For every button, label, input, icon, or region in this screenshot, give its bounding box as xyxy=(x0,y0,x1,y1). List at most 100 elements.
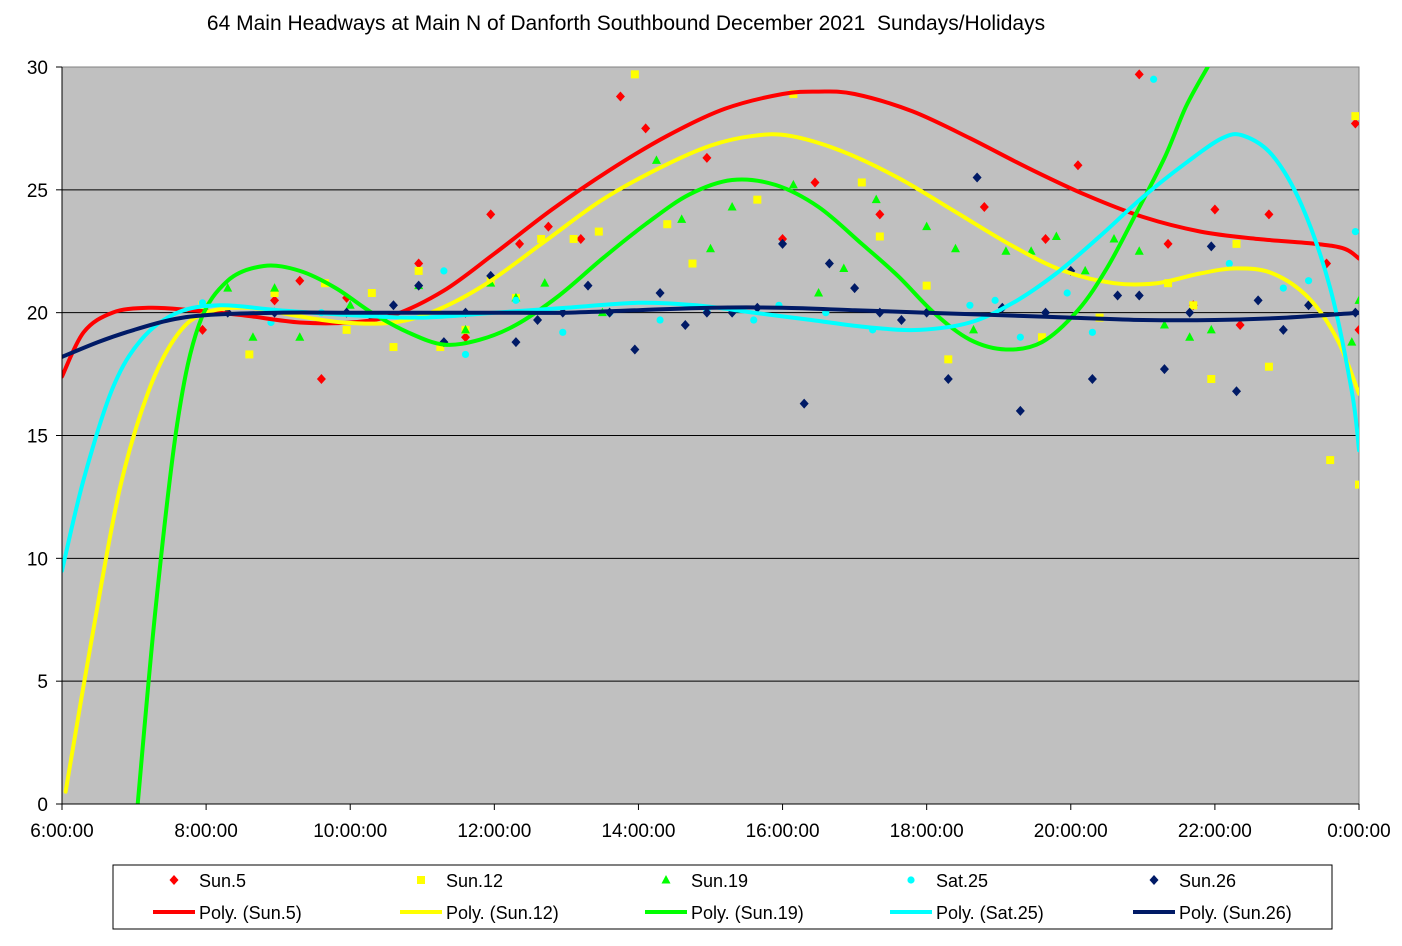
data-point xyxy=(1264,209,1274,220)
data-point xyxy=(1185,332,1195,341)
data-point xyxy=(810,177,820,188)
legend-trend-label: Poly. (Sat.25) xyxy=(936,903,1044,923)
data-point xyxy=(950,243,960,253)
y-tick-label: 25 xyxy=(27,181,48,202)
y-tick-label: 0 xyxy=(37,795,48,816)
data-point xyxy=(778,238,788,249)
data-point xyxy=(1355,480,1359,489)
data-point xyxy=(656,316,664,324)
data-point xyxy=(1001,246,1011,255)
data-point xyxy=(702,307,712,318)
data-point xyxy=(1134,69,1144,80)
data-point xyxy=(1051,231,1061,241)
data-point xyxy=(1225,259,1233,268)
data-point xyxy=(944,355,953,364)
data-point xyxy=(615,91,625,102)
data-point xyxy=(515,238,525,249)
data-point xyxy=(1350,118,1359,129)
data-point xyxy=(824,258,834,269)
data-point xyxy=(1087,373,1097,384)
x-tick-label: 18:00:00 xyxy=(890,821,964,842)
legend-label: Sun.19 xyxy=(691,871,748,891)
data-point xyxy=(922,281,931,290)
data-point xyxy=(223,283,233,292)
data-point xyxy=(680,319,690,330)
data-point xyxy=(569,234,578,243)
data-point xyxy=(1063,289,1071,297)
data-point xyxy=(388,300,398,311)
data-point xyxy=(1326,456,1335,465)
data-point xyxy=(1206,241,1216,252)
data-point xyxy=(1041,233,1051,244)
legend-marker xyxy=(661,875,671,884)
data-point xyxy=(1080,265,1090,275)
data-point xyxy=(295,332,305,341)
data-point xyxy=(486,209,496,220)
legend-label: Sat.25 xyxy=(936,871,988,891)
data-point xyxy=(1278,324,1288,335)
data-point xyxy=(461,332,471,343)
data-point xyxy=(702,152,712,163)
legend-label: Sun.26 xyxy=(1179,871,1236,891)
legend-trend-label: Poly. (Sun.5) xyxy=(199,903,302,923)
data-point xyxy=(875,232,884,241)
data-point xyxy=(270,295,280,306)
data-point xyxy=(727,202,737,211)
data-point xyxy=(799,398,809,409)
data-point xyxy=(857,178,866,187)
data-point xyxy=(1304,277,1313,285)
x-tick-label: 12:00:00 xyxy=(457,821,531,842)
data-point xyxy=(270,289,279,298)
y-tick-label: 30 xyxy=(27,58,48,79)
data-point xyxy=(1159,319,1169,329)
y-tick-label: 15 xyxy=(27,427,48,448)
data-point xyxy=(651,155,661,164)
legend-marker xyxy=(907,876,915,884)
data-point xyxy=(543,221,553,232)
data-point xyxy=(663,220,672,229)
data-point xyxy=(1235,319,1245,330)
data-point xyxy=(1088,328,1096,336)
data-point xyxy=(512,296,520,304)
data-point xyxy=(440,267,448,275)
data-point xyxy=(1279,284,1287,292)
data-point xyxy=(342,325,351,334)
data-point xyxy=(979,202,989,213)
x-tick-label: 0:00:00 xyxy=(1327,821,1390,842)
data-point xyxy=(655,288,665,299)
data-point xyxy=(1232,239,1241,248)
data-point xyxy=(1354,295,1359,304)
data-point xyxy=(245,350,254,359)
legend-box xyxy=(112,864,1333,930)
data-point xyxy=(1016,333,1024,341)
data-point xyxy=(594,227,603,236)
data-point xyxy=(814,288,824,297)
data-point xyxy=(511,337,521,348)
data-point xyxy=(1207,374,1216,383)
data-point xyxy=(972,172,982,183)
data-point xyxy=(533,315,543,326)
data-point xyxy=(1159,364,1169,375)
data-point xyxy=(1015,405,1025,416)
data-point xyxy=(677,214,687,223)
trendline-sun-19 xyxy=(135,67,1210,804)
data-point xyxy=(1189,301,1198,310)
data-point xyxy=(706,243,715,253)
data-point xyxy=(753,195,762,204)
x-tick-label: 16:00:00 xyxy=(746,821,820,842)
data-point xyxy=(367,289,376,298)
data-point xyxy=(270,283,280,292)
y-tick-label: 5 xyxy=(37,672,48,693)
data-point xyxy=(922,221,932,231)
data-point xyxy=(461,350,470,359)
x-tick-label: 6:00:00 xyxy=(30,821,93,842)
data-point xyxy=(540,278,550,287)
data-point xyxy=(414,258,424,269)
data-point xyxy=(1347,337,1357,346)
legend-marker xyxy=(417,876,425,884)
data-point xyxy=(1206,324,1216,334)
data-point xyxy=(414,266,423,275)
x-tick-label: 10:00:00 xyxy=(313,821,387,842)
data-point xyxy=(641,123,651,134)
